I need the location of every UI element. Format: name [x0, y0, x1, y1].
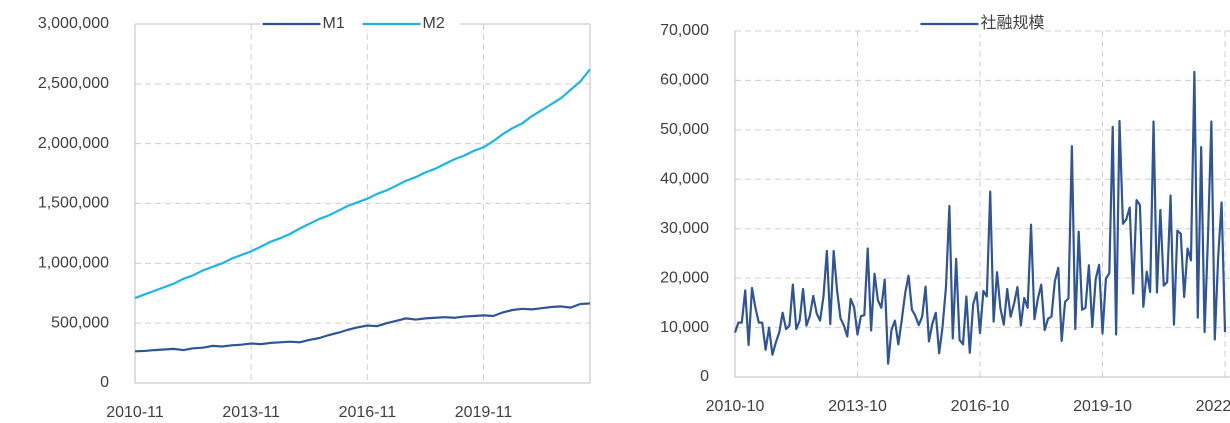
y-tick-label: 40,000	[660, 171, 709, 188]
y-tick-label: 20,000	[660, 269, 709, 286]
y-tick-label: 50,000	[660, 121, 709, 138]
x-tick-label: 2010-10	[706, 398, 765, 415]
x-tick-label: 2019-11	[455, 404, 513, 421]
y-tick-label: 60,000	[660, 72, 709, 89]
x-tick-label: 2016-10	[951, 398, 1010, 415]
y-tick-label: 500,000	[51, 314, 109, 331]
data-line	[134, 68, 591, 300]
chart: 0 500,000 1,000,000 1,500,000 2,000,000 2,500…	[38, 14, 591, 421]
x-tick-label: 2013-11	[222, 404, 280, 421]
y-tick-label: 30,000	[660, 220, 709, 237]
x-tick-label: 2022-10	[1196, 398, 1230, 415]
y-tick-label: 2,000,000	[38, 135, 109, 152]
chart: 0 10,000 20,000 30,000 40,000 50,000 60,000 70,…	[660, 14, 1230, 415]
y-tick-label: 10,000	[660, 319, 709, 336]
y-tick-label: 2,500,000	[38, 75, 109, 92]
x-tick-label: 2010-11	[106, 404, 164, 421]
y-tick-label: 1,000,000	[38, 255, 109, 272]
data-line	[134, 302, 591, 353]
x-tick-label: 2019-10	[1073, 398, 1132, 415]
legend-bg	[918, 14, 1043, 34]
y-tick-label: 1,500,000	[38, 195, 109, 212]
y-tick-label: 3,000,000	[38, 15, 109, 32]
x-tick-label: 2016-11	[339, 404, 397, 421]
y-tick-label: 0	[100, 374, 109, 391]
legend-label: M1	[323, 15, 345, 32]
y-tick-label: 70,000	[660, 22, 709, 39]
legend-label: 社融规模	[981, 14, 1045, 32]
data-line	[733, 70, 1227, 365]
legend-label: M2	[423, 15, 445, 32]
x-tick-label: 2013-10	[828, 398, 887, 415]
y-tick-label: 0	[700, 368, 709, 385]
